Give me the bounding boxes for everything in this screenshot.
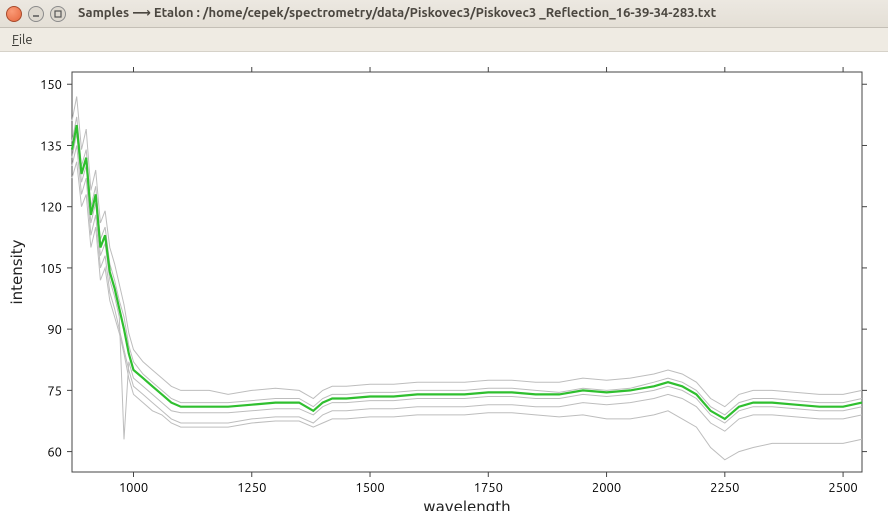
window-title: Samples ⟶ Etalon : /home/cepek/spectrome… <box>78 6 716 21</box>
x-tick-label: 1500 <box>355 481 384 495</box>
etalon-series <box>72 125 862 419</box>
plot-frame <box>72 72 862 472</box>
y-tick-label: 120 <box>40 201 62 215</box>
maximize-icon[interactable] <box>50 6 66 22</box>
y-axis-label: intensity <box>8 239 26 304</box>
y-tick-label: 90 <box>47 323 62 337</box>
sample-series-0 <box>72 97 862 407</box>
sample-series-2 <box>72 117 862 415</box>
x-tick-label: 2000 <box>592 481 621 495</box>
window-titlebar: Samples ⟶ Etalon : /home/cepek/spectrome… <box>0 0 888 28</box>
spectrometry-chart: 1000 1250 1500 1750 2000 2250 2500 60 75 90 105 120… <box>0 52 888 511</box>
x-tick-label: 1000 <box>119 481 148 495</box>
x-tick-label: 2250 <box>710 481 739 495</box>
minimize-icon[interactable] <box>28 6 44 22</box>
x-tick-label: 1750 <box>474 481 503 495</box>
close-icon[interactable] <box>6 6 22 22</box>
x-tick-label: 2500 <box>828 481 857 495</box>
y-tick-label: 60 <box>47 446 62 460</box>
y-tick-label: 150 <box>40 78 62 92</box>
y-tick-label: 105 <box>40 262 62 276</box>
y-tick-label: 75 <box>47 384 62 398</box>
x-axis-label: wavelength <box>423 498 510 511</box>
file-menu-label-rest: ile <box>19 33 33 47</box>
file-menu[interactable]: File <box>6 31 39 49</box>
x-tick-label: 1250 <box>237 481 266 495</box>
chart-area: 1000 1250 1500 1750 2000 2250 2500 60 75 90 105 120… <box>0 52 888 511</box>
sample-series-1 <box>72 146 862 432</box>
sample-series-3 <box>72 162 862 460</box>
file-menu-accel: F <box>12 33 19 47</box>
menubar: File <box>0 28 888 52</box>
y-tick-label: 135 <box>40 139 62 153</box>
